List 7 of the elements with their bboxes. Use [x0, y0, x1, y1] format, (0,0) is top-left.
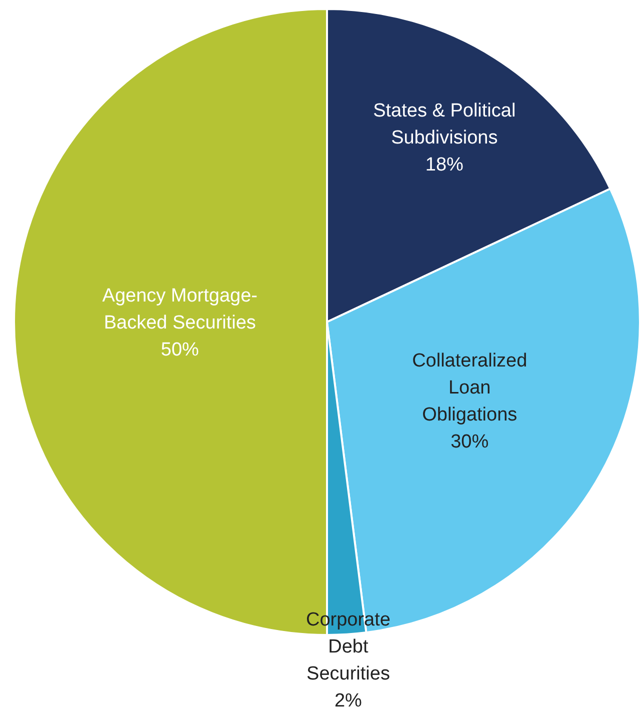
slice-label: Collateralized Loan Obligations: [412, 350, 528, 426]
slice-label: Agency Mortgage-Backed Securities: [102, 286, 258, 334]
data-label: 18%: [425, 154, 464, 176]
data-label: 30%: [450, 432, 489, 453]
data-label: 50%: [160, 340, 200, 361]
slice-label: States & Political Subdivisions: [373, 100, 516, 149]
data-label: 2%: [334, 690, 362, 712]
